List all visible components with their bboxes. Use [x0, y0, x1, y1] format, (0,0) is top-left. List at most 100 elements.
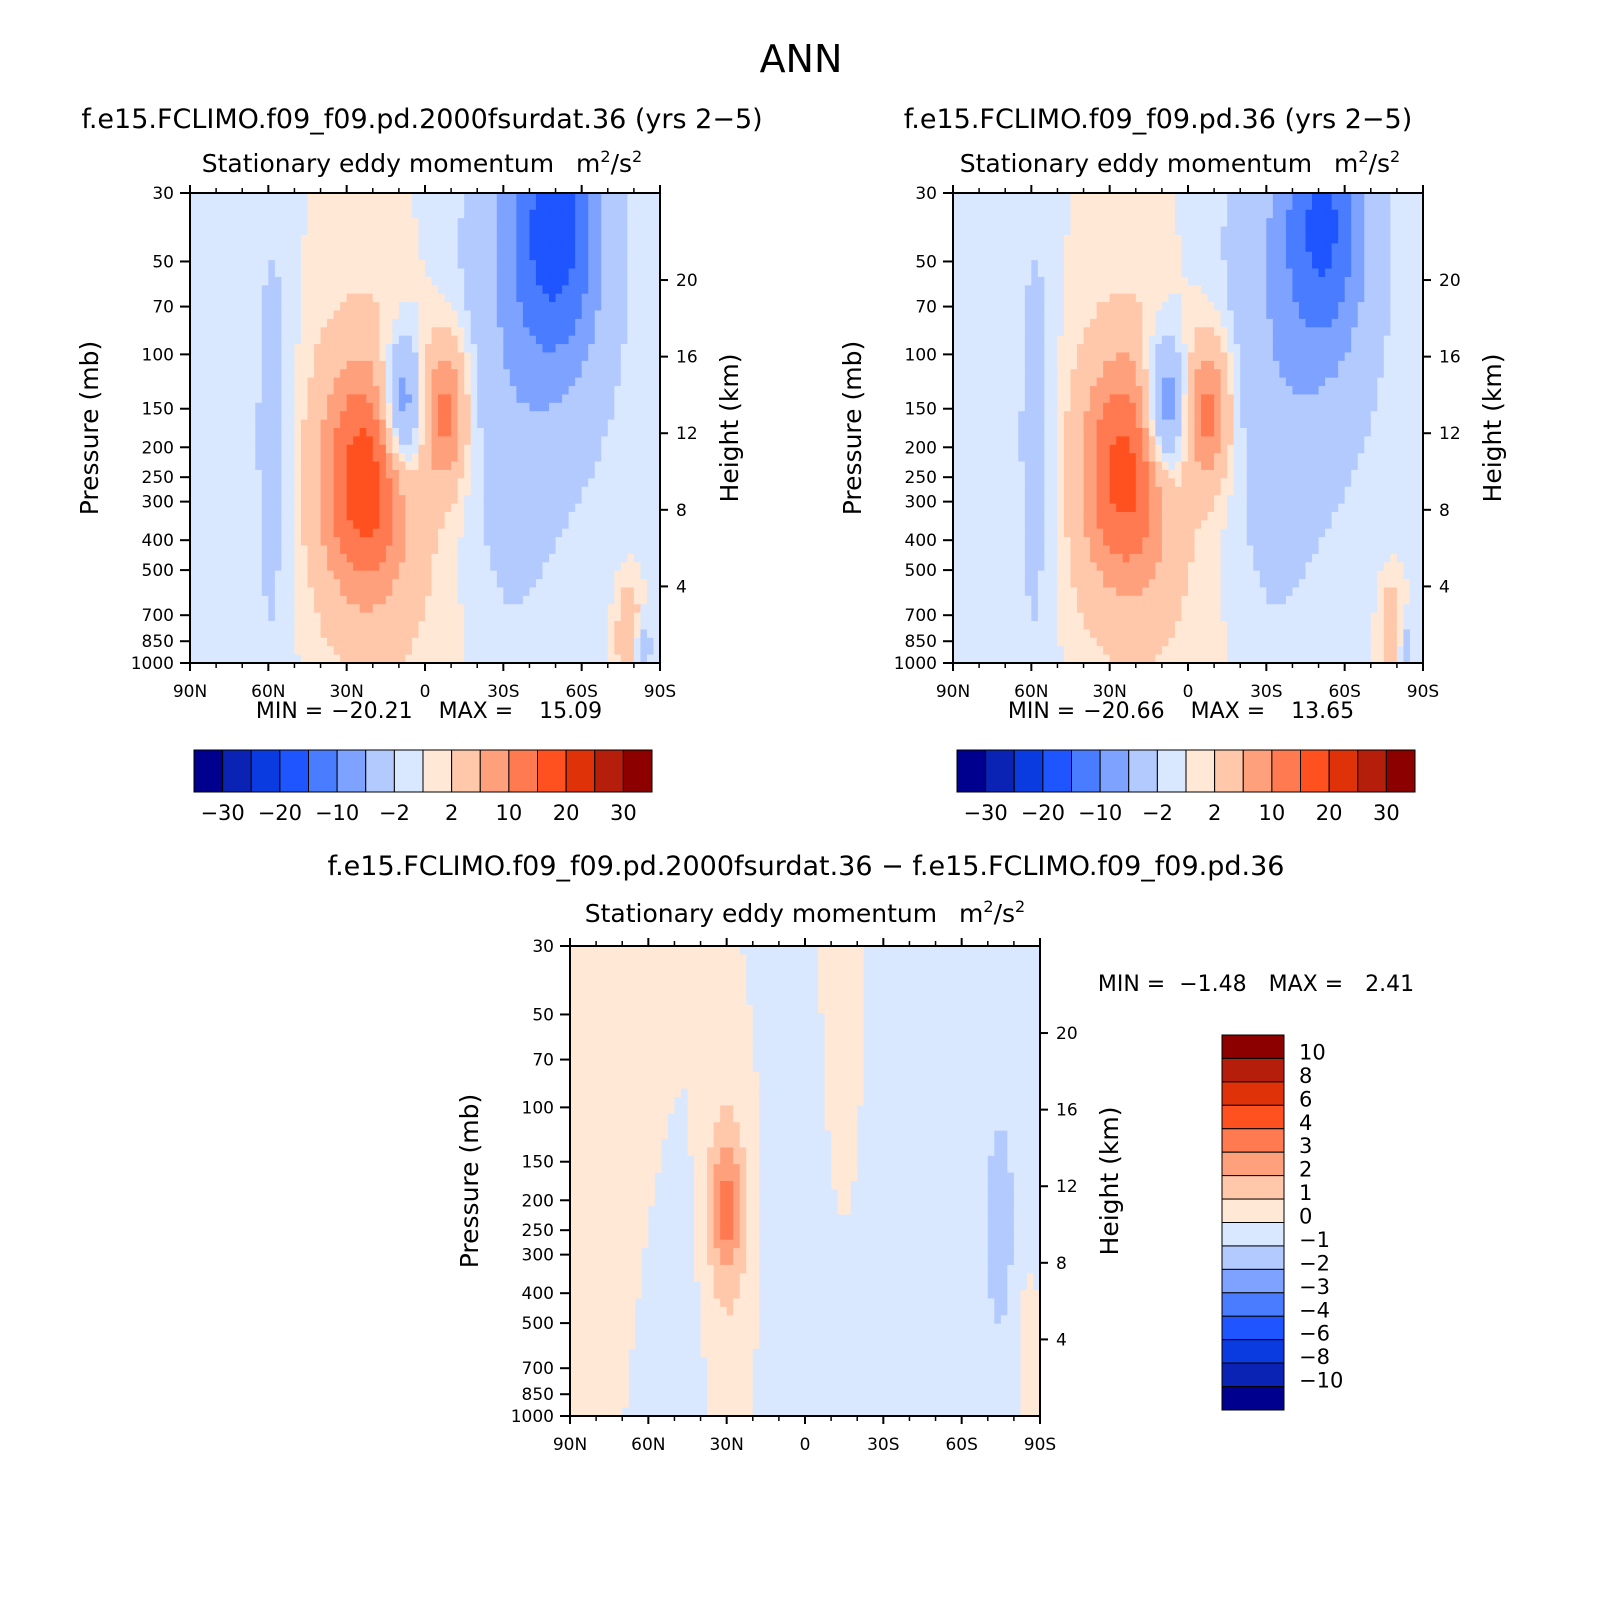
contour-cell — [1246, 268, 1254, 278]
contour-cell — [646, 419, 655, 429]
contour-cell — [327, 537, 335, 547]
contour-cell — [568, 293, 576, 303]
contour-cell — [627, 344, 635, 354]
contour-cell — [203, 621, 211, 631]
contour-cell — [1344, 260, 1352, 270]
contour-cell — [405, 444, 413, 454]
contour-cell — [470, 545, 478, 555]
contour-cell — [483, 646, 491, 656]
contour-cell — [601, 310, 609, 320]
contour-cell — [568, 553, 576, 563]
contour-cell — [542, 528, 550, 538]
contour-cell — [451, 402, 459, 412]
contour-cell — [268, 201, 276, 211]
contour-cell — [196, 436, 204, 446]
contour-cell — [1122, 218, 1130, 228]
contour-cell — [1383, 260, 1391, 270]
contour-cell — [255, 268, 263, 278]
contour-cell — [1122, 226, 1130, 236]
contour-cell — [1246, 276, 1254, 286]
contour-cell — [307, 293, 315, 303]
contour-cell — [209, 537, 217, 547]
contour-cell — [1122, 268, 1130, 278]
contour-cell — [490, 226, 498, 236]
contour-cell — [346, 209, 354, 219]
contour-cell — [542, 243, 550, 253]
contour-cell — [1129, 234, 1137, 244]
contour-cell — [203, 587, 211, 597]
contour-cell — [542, 386, 550, 396]
contour-cell — [607, 570, 615, 580]
contour-cell — [535, 377, 544, 387]
contour-cell — [294, 302, 302, 312]
contour-cell — [327, 234, 335, 244]
contour-cell — [464, 352, 472, 362]
contour-cell — [614, 478, 622, 488]
contour-cell — [398, 193, 407, 202]
contour-cell — [1116, 260, 1124, 270]
contour-cell — [1325, 193, 1333, 202]
contour-cell — [1116, 268, 1124, 278]
contour-cell — [594, 612, 602, 622]
contour-cell — [359, 469, 367, 479]
contour-cell — [190, 553, 198, 563]
contour-cell — [568, 528, 576, 538]
contour-cell — [1344, 193, 1352, 202]
contour-cell — [1240, 276, 1248, 286]
contour-cell — [1331, 251, 1339, 261]
contour-cell — [998, 243, 1006, 253]
contour-cell — [431, 436, 439, 446]
contour-cell — [307, 621, 315, 631]
contour-cell — [549, 234, 557, 244]
contour-cell — [646, 327, 655, 337]
contour-cell — [535, 444, 544, 454]
contour-cell — [340, 604, 348, 614]
colorbar-swatch — [336, 749, 367, 793]
contour-cell — [470, 629, 478, 639]
contour-cell — [359, 209, 367, 219]
contour-cell — [588, 260, 596, 270]
contour-cell — [998, 268, 1006, 278]
contour-cell — [190, 428, 198, 437]
contour-cell — [359, 612, 367, 622]
contour-cell — [359, 511, 367, 521]
contour-cell — [470, 360, 478, 370]
contour-cell — [979, 251, 987, 261]
contour-cell — [261, 621, 269, 631]
contour-cell — [366, 520, 374, 530]
contour-cell — [457, 612, 465, 622]
contour-cell — [529, 268, 537, 278]
contour-cell — [653, 469, 661, 479]
contour-cell — [1285, 251, 1294, 261]
contour-cell — [1227, 260, 1235, 270]
contour-cell — [425, 562, 433, 572]
contour-cell — [620, 302, 628, 312]
contour-cell — [1201, 201, 1209, 211]
contour-cell — [581, 377, 589, 387]
contour-cell — [229, 478, 237, 488]
contour-cell — [405, 268, 413, 278]
contour-cell — [1351, 276, 1359, 286]
contour-cell — [333, 310, 341, 320]
contour-cell — [1037, 285, 1045, 295]
contour-cell — [1194, 276, 1202, 286]
contour-cell — [444, 377, 452, 387]
contour-cell — [294, 629, 302, 639]
contour-cell — [379, 369, 387, 379]
contour-cell — [327, 562, 335, 572]
contour-cell — [535, 419, 544, 429]
contour-cell — [431, 377, 439, 387]
contour-cell — [255, 495, 263, 505]
contour-cell — [418, 612, 426, 622]
contour-cell — [633, 453, 642, 463]
contour-cell — [438, 436, 446, 446]
contour-cell — [549, 495, 557, 505]
contour-cell — [444, 310, 452, 320]
contour-cell — [627, 377, 635, 387]
contour-cell — [314, 386, 322, 396]
contour-cell — [327, 302, 335, 312]
contour-cell — [588, 201, 596, 211]
contour-cell — [222, 369, 230, 379]
contour-cell — [646, 318, 655, 328]
contour-cell — [972, 260, 980, 270]
